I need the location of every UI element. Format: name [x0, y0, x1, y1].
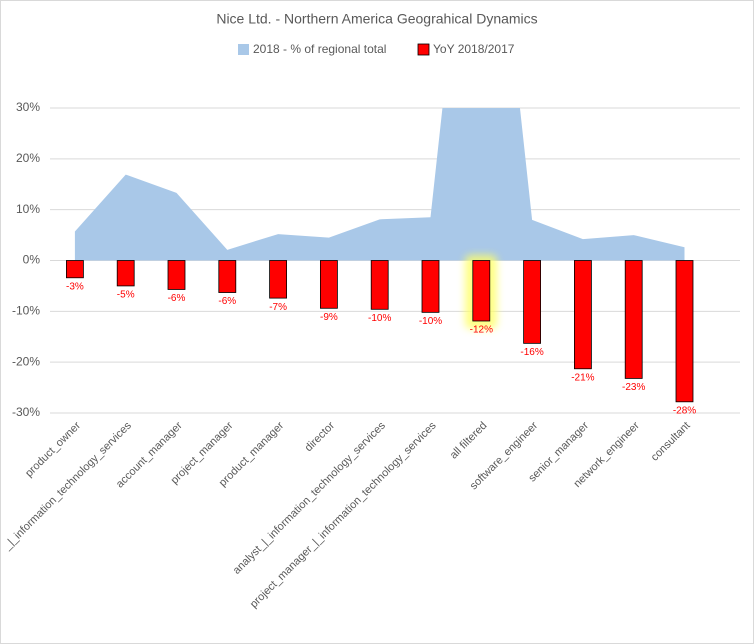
y-tick-label: 0%: [23, 253, 41, 267]
y-tick-label: 30%: [16, 100, 40, 114]
data-label: -6%: [218, 296, 236, 307]
bar: [675, 260, 694, 403]
data-label: -9%: [320, 312, 338, 323]
legend: 2018 - % of regional total YoY 2018/2017: [238, 42, 515, 56]
data-label: -5%: [117, 290, 135, 301]
legend-swatch: [238, 44, 249, 55]
y-tick-label: -30%: [12, 405, 40, 419]
y-tick-label: -20%: [12, 354, 40, 368]
bar: [421, 260, 440, 313]
bar: [472, 260, 491, 322]
bar: [523, 260, 541, 344]
y-tick-label: -10%: [12, 304, 40, 318]
data-label: -3%: [66, 281, 84, 292]
data-label: -10%: [368, 313, 391, 324]
data-label: -12%: [470, 325, 493, 336]
bar: [269, 260, 288, 299]
bar: [66, 260, 84, 279]
data-label: -10%: [419, 316, 442, 327]
data-label: -6%: [168, 293, 186, 304]
area: [74, 108, 685, 261]
bar: [574, 260, 592, 370]
bar: [167, 260, 186, 290]
bar: [370, 260, 389, 310]
bar-layer: [66, 260, 694, 403]
data-label: -28%: [673, 405, 696, 416]
chart-title: Nice Ltd. - Northern America Geograhical…: [216, 11, 537, 27]
y-tick-label: 20%: [16, 151, 40, 165]
data-label: -23%: [622, 382, 645, 393]
legend-label: YoY 2018/2017: [433, 42, 515, 56]
y-tick-label: 10%: [16, 202, 40, 216]
area-layer: [74, 108, 685, 261]
data-label: -16%: [520, 347, 543, 358]
bar: [218, 260, 237, 293]
data-label: -7%: [269, 302, 287, 313]
bar: [624, 260, 643, 379]
legend-label: 2018 - % of regional total: [253, 42, 386, 56]
bar: [116, 260, 135, 287]
data-label: -21%: [571, 372, 594, 383]
bar: [319, 260, 338, 309]
legend-swatch: [417, 43, 430, 56]
